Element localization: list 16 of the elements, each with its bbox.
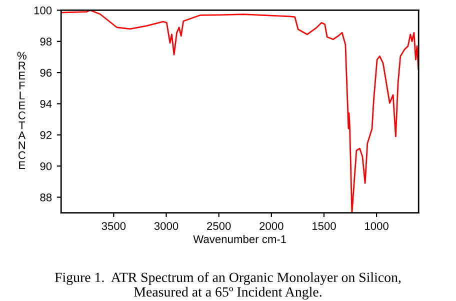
x-tick-label: 3500: [102, 222, 126, 230]
y-tick-label: 90: [40, 162, 52, 170]
caption: Figure 1. ATR Spectrum of an Organic Monolayer on Silicon, Measured at a 65º Incident Angle.: [54, 272, 401, 300]
x-tick-label: 1500: [312, 222, 336, 230]
x-tick-label: 1000: [365, 222, 388, 230]
x-axis-title: Wavenumber cm-1: [193, 234, 286, 244]
x-tick-label: 2500: [207, 222, 231, 230]
y-tick-label: 98: [40, 38, 52, 46]
x-tick-label: 2000: [260, 222, 284, 230]
y-tick-label: 96: [40, 68, 52, 77]
y-tick-label: 100: [34, 6, 52, 14]
y-tick-label: 88: [40, 193, 52, 202]
y-tick-label: 92: [40, 131, 52, 140]
y-tick-label: 94: [40, 100, 52, 108]
x-tick-label: 3000: [154, 222, 178, 230]
text: %REFLECTANCE: [17, 52, 26, 169]
